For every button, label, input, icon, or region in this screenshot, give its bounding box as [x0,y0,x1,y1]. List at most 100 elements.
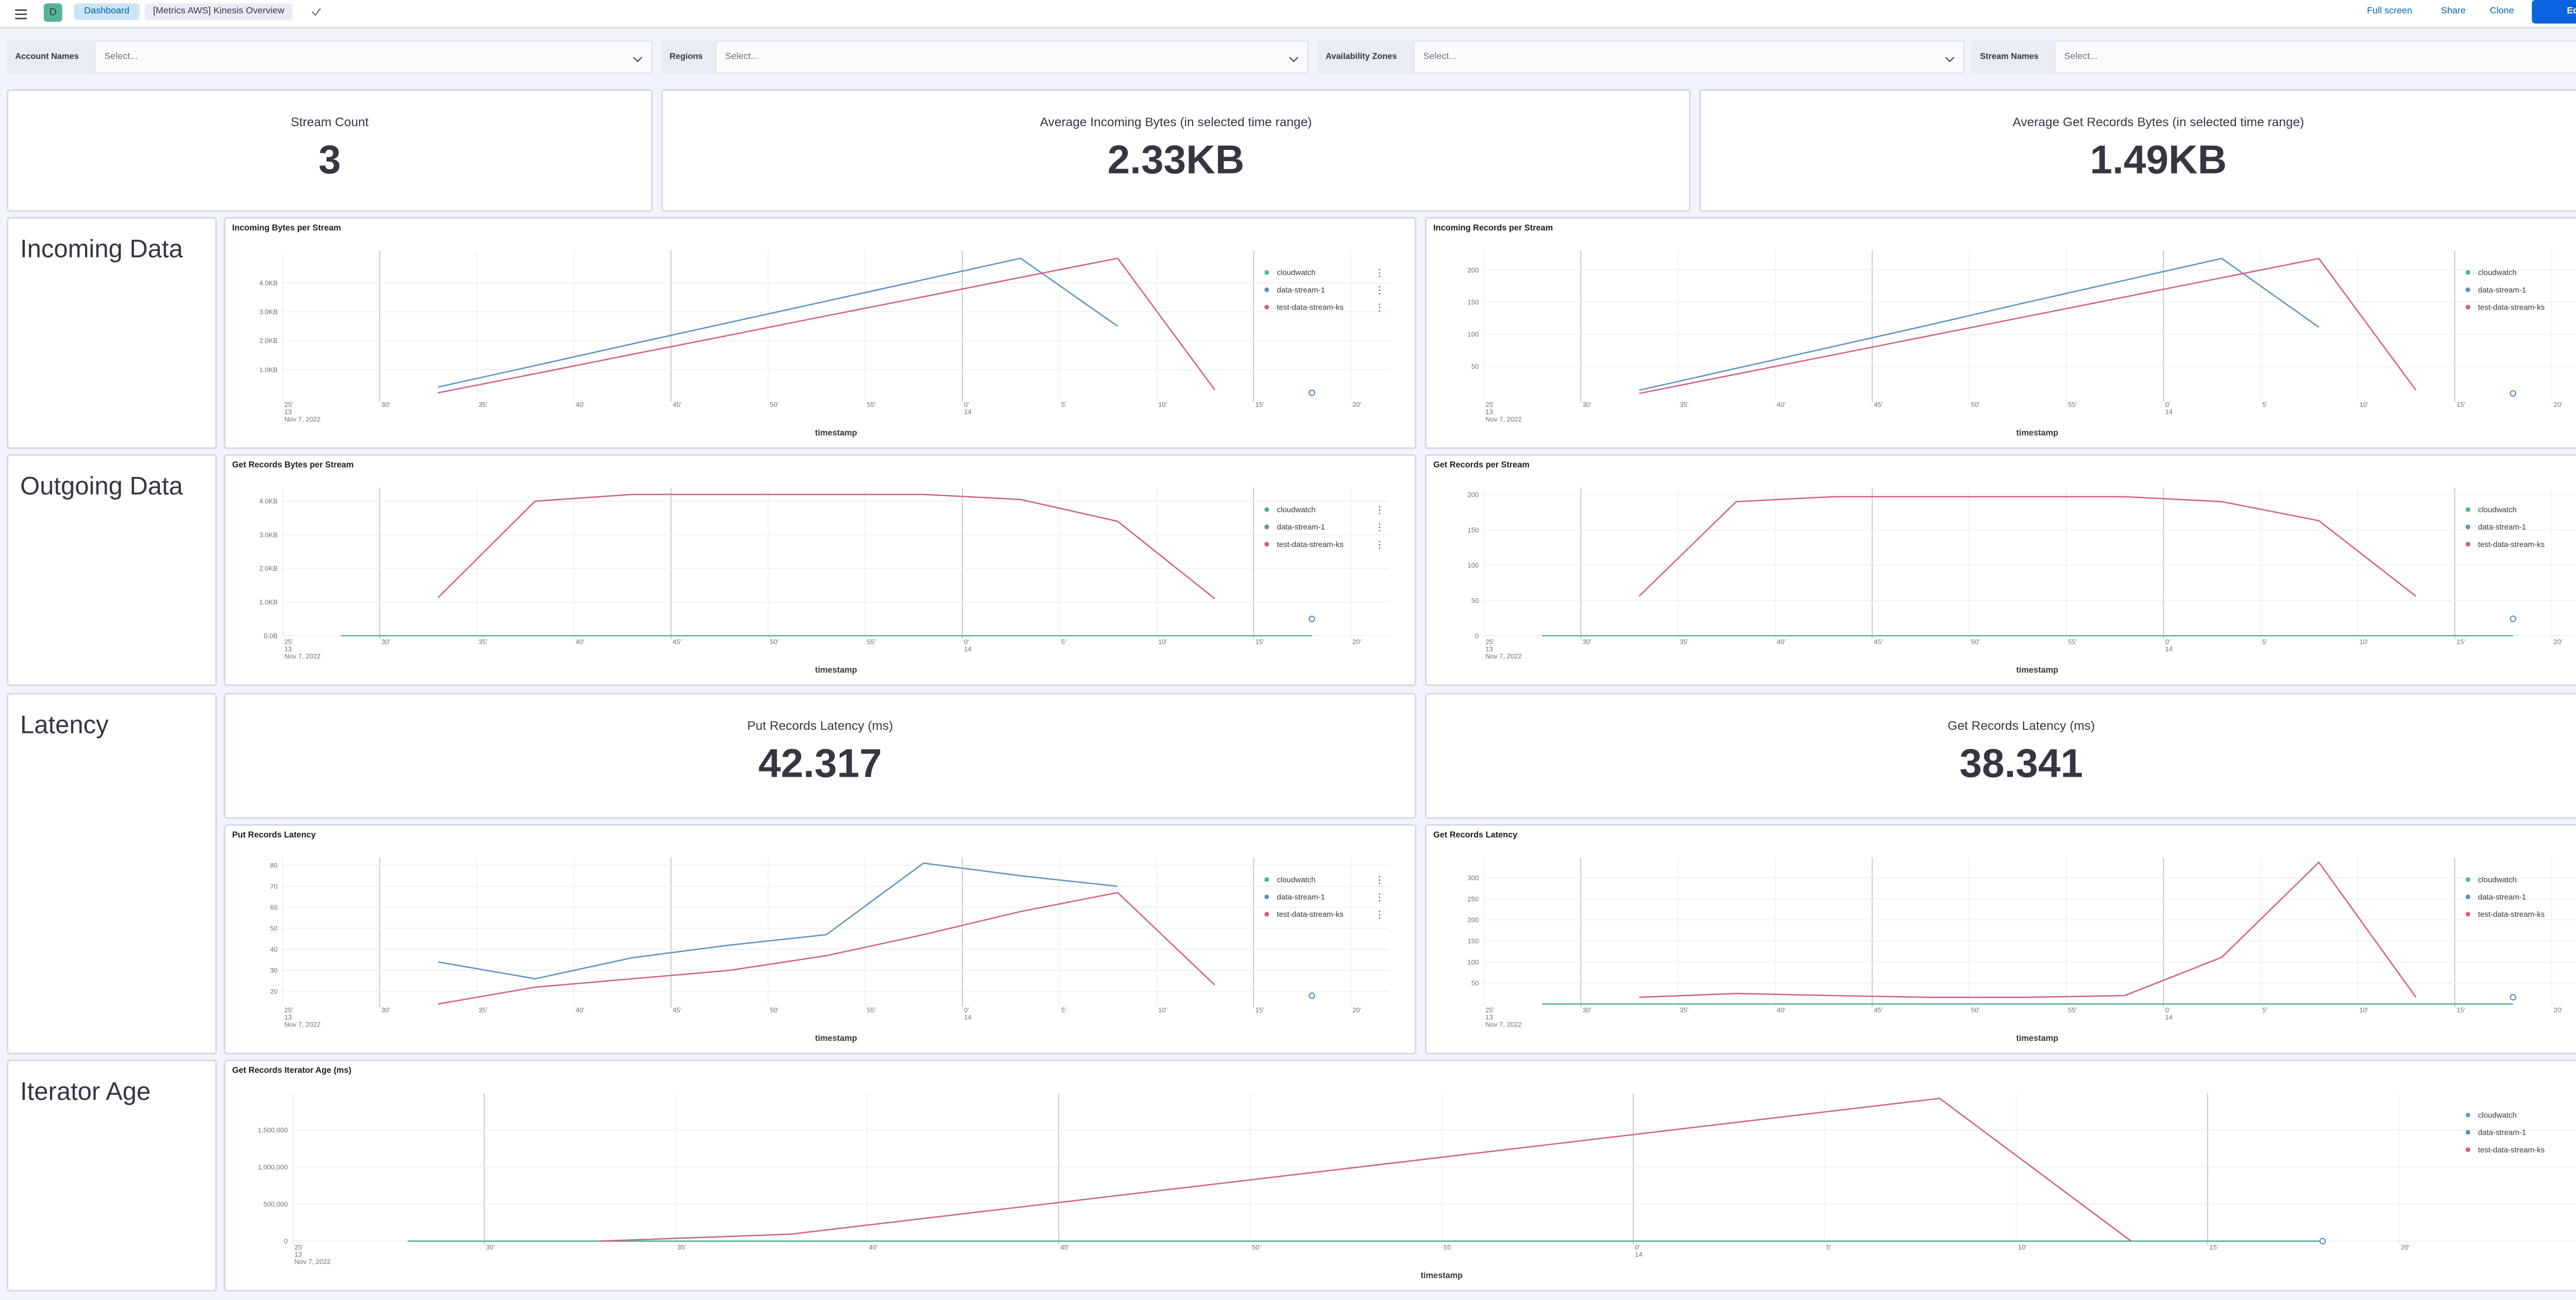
x-tick-label: 5' [2262,638,2267,646]
x-tick-label: 50' [1971,1006,1980,1014]
chart-panel: Put Records Latency 25' 13 Nov 7, 2022 30' 35… [224,824,1417,1055]
series-line [437,892,1215,1005]
breadcrumb[interactable]: Dashboard [74,3,140,21]
x-tick-line: 0' [2165,1006,2171,1014]
x-tick-label: 30' [381,638,390,646]
x-tick-label: 40' [575,401,584,408]
x-tick-label: 55' [1444,1243,1452,1251]
chart: Get Records Latency 25' 13 Nov 7, 2022 30' 35… [1433,830,2576,1043]
legend-swatch [2465,1147,2470,1152]
legend-swatch [2465,1113,2470,1118]
y-tick-label: 100 [1467,958,1479,966]
metric-value: 38.341 [1959,741,2083,788]
filter-label: Regions [661,40,715,74]
filter-select[interactable]: Select... [2054,40,2576,74]
x-tick-label: 20' [2401,1243,2410,1251]
series-line [1639,258,2417,395]
chart: Incoming Bytes per Stream 25' 13 Nov 7, 202… [232,223,1390,438]
legend-label: test-data-stream-ks [1277,910,1343,919]
check-icon[interactable] [310,5,323,19]
x-axis-title: timestamp [815,665,857,675]
filter-select[interactable]: Select... [1413,40,1965,74]
x-tick-label: 15' [2456,1006,2465,1014]
x-tick-label: 10' [2360,1006,2368,1014]
placeholder: Select... [2064,52,2098,62]
menu-icon[interactable] [13,7,28,22]
y-tick-label: 0.0B [264,632,278,640]
x-tick-line: 0' [964,1006,969,1014]
x-tick-label: 35' [1680,1006,1688,1014]
chart-title: Get Records Bytes per Stream [232,460,354,470]
x-tick-label: 45' [673,1006,682,1014]
stat-label: Average Incoming Bytes (in selected time… [1040,114,1312,130]
legend-label: data-stream-1 [2478,893,2526,902]
x-tick-label: 5' [1061,638,1066,646]
x-tick-line: 14 [2165,408,2173,416]
series-line [437,258,1215,394]
x-tick-line: Nov 7, 2022 [1485,653,1521,660]
stat-value: 1.49KB [2090,138,2227,183]
x-tick-line: Nov 7, 2022 [294,1258,330,1265]
chart-title: Incoming Records per Stream [1433,223,1553,232]
edit-button[interactable]: Edit [2532,0,2576,24]
series-point [2510,615,2517,622]
x-tick-line: 25' [1485,1006,1494,1014]
x-tick-label: 35' [479,1006,487,1014]
fullscreen-button[interactable]: Full screen [2367,7,2413,17]
legend-swatch [2465,270,2470,275]
x-tick-label: 15' [2456,638,2465,646]
x-tick-line: 14 [1635,1251,1642,1258]
y-tick-label: 2.0KB [259,337,278,345]
x-tick-label: 15' [1256,401,1264,408]
x-tick-line: 14 [2165,1014,2173,1021]
x-tick-label: 45' [1060,1243,1069,1251]
x-tick-line: 25' [1485,638,1494,646]
y-tick-label: 3.0KB [259,531,278,539]
legend-swatch [1264,894,1269,899]
edit-label: Edit [2567,7,2576,17]
x-tick-line: 0' [2165,401,2171,408]
x-tick-label: 25' 13 Nov 7, 2022 [1485,401,1521,423]
x-tick-label: 40' [575,1006,584,1014]
y-tick-label: 100 [1467,331,1479,338]
legend-swatch [2465,542,2470,547]
x-tick-label: 45' [1874,401,1883,408]
x-tick-label: 10' [1158,638,1167,646]
chart-title: Incoming Bytes per Stream [232,223,341,232]
filter-select[interactable]: Select... [94,40,653,74]
metric-panel: Put Records Latency (ms) 42.317 [224,693,1417,819]
clone-button[interactable]: Clone [2489,7,2514,17]
y-tick-label: 1.0KB [259,366,278,373]
x-tick-line: 13 [294,1251,302,1258]
x-tick-line: 25' [1485,401,1494,408]
chevron-icon [1945,57,1955,62]
y-tick-label: 70 [270,882,278,890]
series-point [1309,615,1315,622]
x-tick-line: 13 [1485,408,1493,416]
share-button[interactable]: Share [2441,7,2466,17]
x-tick-label: 35' [479,401,487,408]
legend-label: cloudwatch [2478,1111,2517,1120]
stat-value: 2.33KB [1107,138,1245,183]
legend-label: data-stream-1 [1277,893,1325,902]
y-tick-label: 1,000,000 [258,1163,287,1171]
y-tick-label: 50 [1471,363,1479,370]
filter-select[interactable]: Select... [715,40,1309,74]
x-tick-label: 10' [2360,401,2368,408]
legend-label: data-stream-1 [2478,523,2526,532]
x-tick-label: 50' [770,401,778,408]
x-axis-title: timestamp [1421,1271,1463,1280]
x-tick-label: 30' [1583,1006,1591,1014]
legend-swatch [2465,1130,2470,1135]
y-tick-label: 200 [1467,916,1479,924]
x-tick-label: 30' [1583,638,1591,646]
y-tick-label: 500,000 [263,1200,287,1208]
x-tick-label: 25' 13 Nov 7, 2022 [294,1243,330,1265]
legend-label: data-stream-1 [1277,523,1325,532]
x-tick-label: 55' [867,401,876,408]
chart-title: Get Records Iterator Age (ms) [232,1066,351,1075]
avatar[interactable]: D [43,3,62,22]
x-tick-label: 40' [1777,1006,1786,1014]
x-tick-label: 50' [770,1006,778,1014]
